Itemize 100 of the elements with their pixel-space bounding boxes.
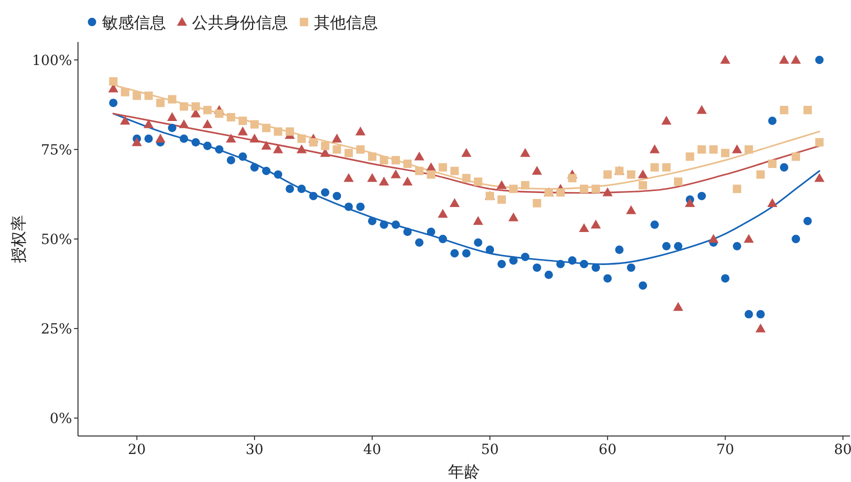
point — [674, 242, 682, 250]
point — [355, 126, 366, 136]
point — [392, 220, 400, 229]
point — [662, 242, 671, 250]
point — [509, 256, 518, 265]
point — [155, 134, 166, 142]
point — [273, 144, 284, 154]
point — [426, 228, 436, 236]
point — [178, 119, 189, 128]
point — [650, 144, 660, 154]
x-tick-label: 50 — [480, 442, 499, 458]
point — [238, 126, 248, 136]
point — [720, 54, 730, 64]
point — [532, 263, 542, 272]
point — [380, 220, 388, 229]
point — [378, 176, 390, 186]
legend-label: 敏感信息 — [102, 13, 166, 32]
point — [144, 134, 153, 143]
point — [708, 234, 719, 243]
point — [226, 134, 236, 142]
point — [698, 192, 706, 200]
point — [756, 310, 765, 318]
point — [168, 124, 176, 132]
point — [615, 246, 624, 254]
point — [250, 163, 259, 172]
point — [661, 116, 672, 125]
point — [461, 148, 472, 157]
point — [721, 274, 730, 283]
x-tick-label: 60 — [598, 442, 616, 458]
point — [650, 220, 659, 229]
point — [249, 134, 260, 142]
point — [438, 234, 448, 244]
point — [286, 184, 294, 194]
point — [144, 119, 154, 128]
point — [792, 234, 800, 244]
point — [450, 198, 460, 207]
y-tick-label: 100% — [32, 52, 72, 69]
point — [203, 142, 212, 150]
point — [790, 54, 801, 64]
point — [332, 134, 342, 142]
x-tick-label: 40 — [363, 442, 382, 458]
point — [767, 198, 778, 207]
point — [262, 166, 270, 176]
point — [274, 170, 282, 179]
y-tick-label: 0% — [50, 411, 72, 428]
x-tick-label: 20 — [128, 442, 146, 458]
point — [508, 212, 518, 222]
point — [215, 145, 224, 154]
point — [626, 263, 636, 272]
point — [638, 169, 648, 178]
y-tick-label: 50% — [40, 232, 72, 248]
y-tick-label: 25% — [40, 322, 72, 338]
point — [756, 324, 766, 332]
legend-label: 其他信息 — [314, 13, 378, 32]
point — [402, 176, 413, 186]
point — [580, 260, 588, 268]
point — [320, 188, 330, 197]
point — [473, 216, 484, 225]
x-axis-title: 年龄 — [448, 462, 480, 481]
point — [167, 112, 178, 121]
point — [520, 148, 530, 157]
point — [626, 205, 636, 214]
point — [814, 173, 824, 182]
point — [578, 223, 590, 232]
point — [732, 144, 742, 154]
point — [238, 152, 247, 161]
y-axis-title: 授权率 — [9, 215, 28, 263]
point — [638, 281, 648, 290]
point — [486, 246, 494, 254]
point — [191, 138, 200, 146]
point — [450, 249, 459, 258]
point — [202, 119, 212, 128]
point — [438, 208, 448, 218]
point — [296, 144, 307, 154]
point — [356, 202, 365, 211]
point — [474, 238, 482, 247]
point — [368, 216, 376, 226]
point — [732, 242, 742, 250]
y-tick-label: 75% — [40, 142, 72, 158]
point — [414, 152, 424, 160]
point — [403, 228, 412, 236]
point — [815, 56, 824, 64]
point — [556, 260, 565, 268]
point — [180, 134, 188, 143]
x-tick-label: 30 — [246, 442, 264, 458]
point — [496, 180, 507, 190]
point — [803, 216, 812, 226]
point — [780, 163, 788, 172]
point — [261, 140, 272, 150]
point — [768, 116, 777, 125]
point — [226, 156, 236, 164]
point — [568, 256, 576, 265]
point — [520, 252, 530, 262]
point — [297, 184, 306, 194]
point — [132, 137, 142, 146]
point — [779, 54, 790, 64]
point — [544, 270, 553, 280]
point — [532, 166, 542, 175]
point — [390, 169, 401, 178]
legend-label: 公共身份信息 — [192, 13, 288, 32]
